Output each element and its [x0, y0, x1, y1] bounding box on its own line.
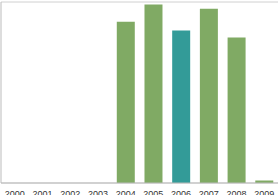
svg-text:2004: 2004 [116, 189, 136, 195]
svg-text:2008: 2008 [226, 189, 246, 195]
svg-text:2006: 2006 [171, 189, 191, 195]
svg-text:2002: 2002 [60, 189, 80, 195]
svg-text:2001: 2001 [33, 189, 53, 195]
svg-text:2009: 2009 [254, 189, 272, 195]
svg-text:2003: 2003 [88, 189, 108, 195]
svg-text:2000: 2000 [8, 189, 25, 195]
svg-text:2005: 2005 [143, 189, 163, 195]
svg-text:2007: 2007 [199, 189, 219, 195]
